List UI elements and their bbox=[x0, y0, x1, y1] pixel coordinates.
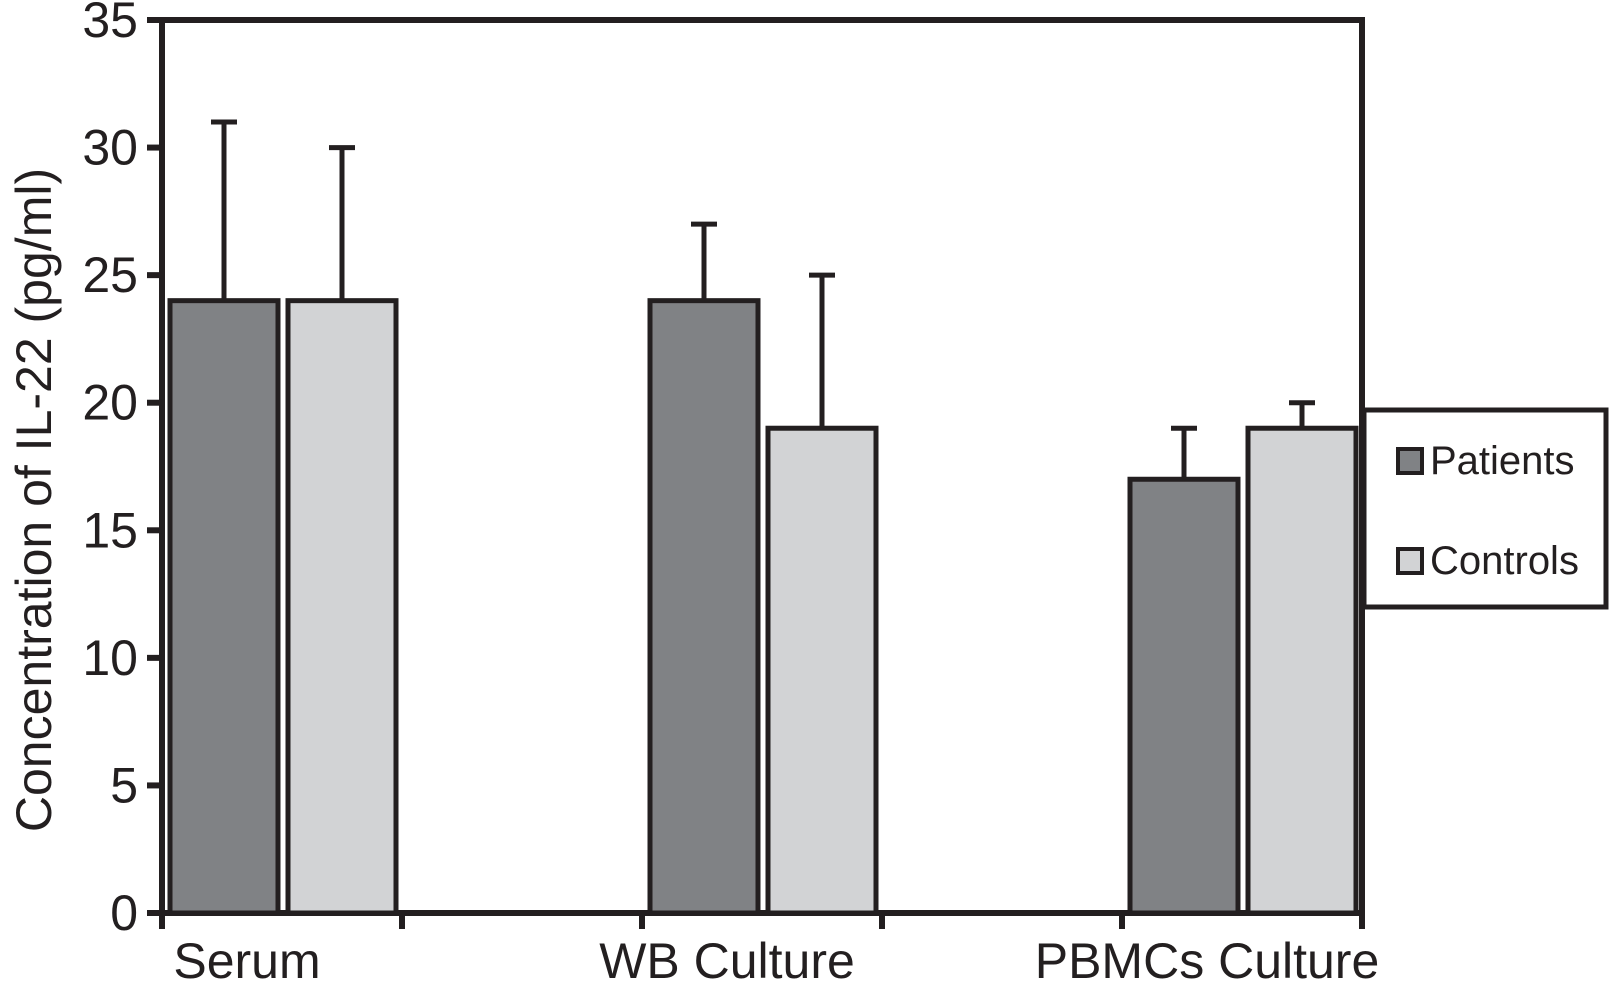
category-label-1: WB Culture bbox=[599, 933, 855, 989]
category-label-2: PBMCs Culture bbox=[1035, 933, 1380, 989]
bar-patients-2 bbox=[1127, 476, 1241, 916]
bar-patients-0 bbox=[167, 298, 281, 916]
category-label-0: Serum bbox=[173, 933, 320, 989]
y-tick-label: 10 bbox=[82, 630, 138, 686]
legend-swatch-patients bbox=[1396, 447, 1424, 475]
y-tick-label: 0 bbox=[110, 885, 138, 941]
y-tick-label: 30 bbox=[82, 120, 138, 176]
y-tick-label: 25 bbox=[82, 247, 138, 303]
y-tick-label: 20 bbox=[82, 375, 138, 431]
y-tick-label: 15 bbox=[82, 502, 138, 558]
y-tick-label: 5 bbox=[110, 757, 138, 813]
legend-label-patients: Patients bbox=[1430, 439, 1575, 483]
legend-label-controls: Controls bbox=[1430, 539, 1579, 583]
y-tick-label: 35 bbox=[82, 0, 138, 48]
bar-patients-1 bbox=[647, 298, 761, 916]
legend-swatch-controls bbox=[1396, 547, 1424, 575]
bar-controls-0 bbox=[285, 298, 399, 916]
y-axis-title: Concentration of IL-22 (pg/ml) bbox=[6, 168, 62, 832]
bar-controls-1 bbox=[765, 425, 879, 916]
bar-controls-2 bbox=[1245, 425, 1359, 916]
